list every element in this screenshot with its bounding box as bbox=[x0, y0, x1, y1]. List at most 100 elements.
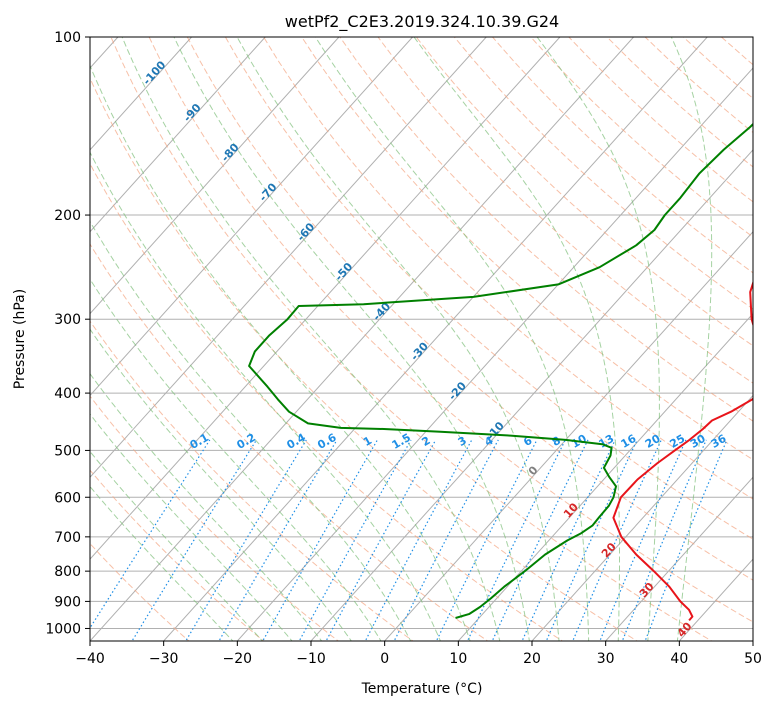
moist-adiabat bbox=[314, 37, 590, 641]
mixing-ratio-line bbox=[90, 439, 211, 630]
x-tick-label: 40 bbox=[670, 651, 688, 667]
dry-adiabat bbox=[301, 37, 753, 461]
x-tick-label: 30 bbox=[597, 651, 615, 667]
mixing-ratio-line bbox=[298, 439, 412, 641]
mixing-ratio-line bbox=[644, 439, 728, 641]
isotherm-line bbox=[90, 37, 561, 560]
moist-adiabat bbox=[173, 37, 530, 641]
mixing-ratio-line bbox=[364, 439, 473, 641]
moist-adiabat bbox=[90, 372, 323, 641]
mixing-ratio-label: 2 bbox=[420, 434, 433, 449]
isotherm-line bbox=[90, 37, 266, 233]
moist-adiabat bbox=[90, 278, 382, 641]
isotherm-line bbox=[678, 558, 753, 641]
mixing-ratio-labels: 0.1 0.2 0.4 0.6 1 1.5 2 3 4 6 8 10 13 16 20 25 30 36 bbox=[188, 431, 729, 452]
isotherm-label: 30 bbox=[637, 580, 657, 600]
mixing-ratio-line bbox=[393, 439, 499, 641]
isotherm-label: 10 bbox=[561, 500, 581, 520]
plot-frame bbox=[89, 36, 754, 642]
dry-adiabat bbox=[339, 37, 753, 422]
dry-adiabat bbox=[644, 37, 753, 134]
mixing-ratio-label: 0.6 bbox=[315, 431, 339, 452]
mixing-ratio-label: 0.4 bbox=[284, 431, 308, 452]
isotherm-line bbox=[90, 37, 192, 151]
y-tick-label: 700 bbox=[54, 530, 81, 546]
isotherm-line bbox=[236, 67, 753, 641]
isotherm-line bbox=[90, 37, 487, 479]
mixing-ratio-line bbox=[491, 439, 589, 641]
dry-adiabat bbox=[90, 162, 564, 641]
x-tick-label: −10 bbox=[296, 651, 326, 667]
x-tick-label: −20 bbox=[223, 651, 253, 667]
mixing-ratio-label: 3 bbox=[456, 434, 469, 449]
y-tick-label: 100 bbox=[54, 30, 81, 46]
background-lines bbox=[90, 37, 753, 641]
isotherm-line bbox=[90, 37, 634, 641]
y-tick-label: 200 bbox=[54, 208, 81, 224]
moist-adiabat bbox=[90, 485, 234, 641]
y-tick-label: 900 bbox=[54, 594, 81, 610]
isotherm-line bbox=[90, 37, 340, 315]
mixing-ratio-line bbox=[466, 439, 566, 641]
x-tick-label: 10 bbox=[449, 651, 467, 667]
dewpoint-line bbox=[248, 122, 753, 619]
mixing-ratio-label: 16 bbox=[619, 432, 639, 451]
isotherm-label: -100 bbox=[140, 58, 168, 87]
isotherm-line bbox=[531, 394, 753, 641]
moist-adiabat bbox=[413, 37, 620, 641]
isotherm-line bbox=[384, 230, 753, 641]
mixing-ratio-label: 36 bbox=[709, 432, 729, 451]
dry-adiabat bbox=[415, 37, 753, 347]
isotherm-label: 0 bbox=[526, 463, 541, 478]
moist-adiabat bbox=[670, 37, 713, 641]
moist-adiabat bbox=[90, 151, 441, 641]
moist-adiabat bbox=[536, 37, 660, 641]
x-tick-label: 20 bbox=[523, 651, 541, 667]
moist-adiabat bbox=[121, 37, 501, 641]
dry-adiabat bbox=[110, 37, 713, 641]
x-tick-label: −30 bbox=[149, 651, 179, 667]
mixing-ratio-label: 0.1 bbox=[188, 431, 211, 452]
dry-adiabat bbox=[263, 37, 753, 500]
isotherm-line bbox=[163, 37, 708, 641]
mixing-ratio-line bbox=[599, 439, 687, 641]
moist-adiabat bbox=[236, 37, 560, 641]
y-tick-label: 800 bbox=[54, 564, 81, 580]
mixing-ratio-line bbox=[621, 439, 707, 641]
y-axis-ticks: 100 200 300 400 500 600 700 800 900 1000 bbox=[45, 30, 90, 637]
isotherm-line bbox=[457, 312, 753, 641]
isotherm-label: -60 bbox=[294, 220, 317, 244]
x-tick-label: −40 bbox=[75, 651, 105, 667]
y-tick-label: 400 bbox=[54, 386, 81, 402]
x-tick-label: 50 bbox=[744, 651, 762, 667]
dry-adiabat bbox=[90, 76, 638, 641]
isotherm-label: -20 bbox=[446, 379, 469, 403]
mixing-ratio-line bbox=[131, 439, 258, 641]
moist-adiabat bbox=[90, 413, 293, 641]
y-tick-label: 600 bbox=[54, 490, 81, 506]
dry-adiabat bbox=[90, 243, 489, 641]
moist-adiabat bbox=[90, 64, 471, 641]
isotherm-label: 20 bbox=[599, 540, 619, 560]
mixing-ratio-line bbox=[435, 439, 538, 641]
moist-adiabat bbox=[90, 328, 352, 641]
mixing-ratio-line bbox=[218, 439, 338, 641]
x-axis-title: Temperature (°C) bbox=[361, 681, 483, 697]
temperature-line bbox=[612, 279, 753, 622]
mixing-ratio-line bbox=[185, 439, 307, 641]
mixing-ratio-label: 20 bbox=[643, 432, 663, 451]
x-tick-label: 0 bbox=[380, 651, 389, 667]
dry-adiabat bbox=[186, 37, 753, 581]
sounding-series bbox=[248, 122, 753, 622]
moist-adiabat bbox=[90, 220, 412, 641]
y-tick-label: 500 bbox=[54, 443, 81, 459]
isotherm-label: -80 bbox=[219, 141, 242, 165]
y-axis-title: Pressure (hPa) bbox=[12, 289, 28, 389]
dry-adiabat bbox=[377, 37, 753, 384]
chart-title: wetPf2_C2E3.2019.324.10.39.G24 bbox=[285, 12, 559, 32]
mixing-ratio-label: 1.5 bbox=[390, 431, 413, 452]
dry-adiabat bbox=[224, 37, 753, 540]
y-tick-label: 1000 bbox=[45, 621, 81, 637]
